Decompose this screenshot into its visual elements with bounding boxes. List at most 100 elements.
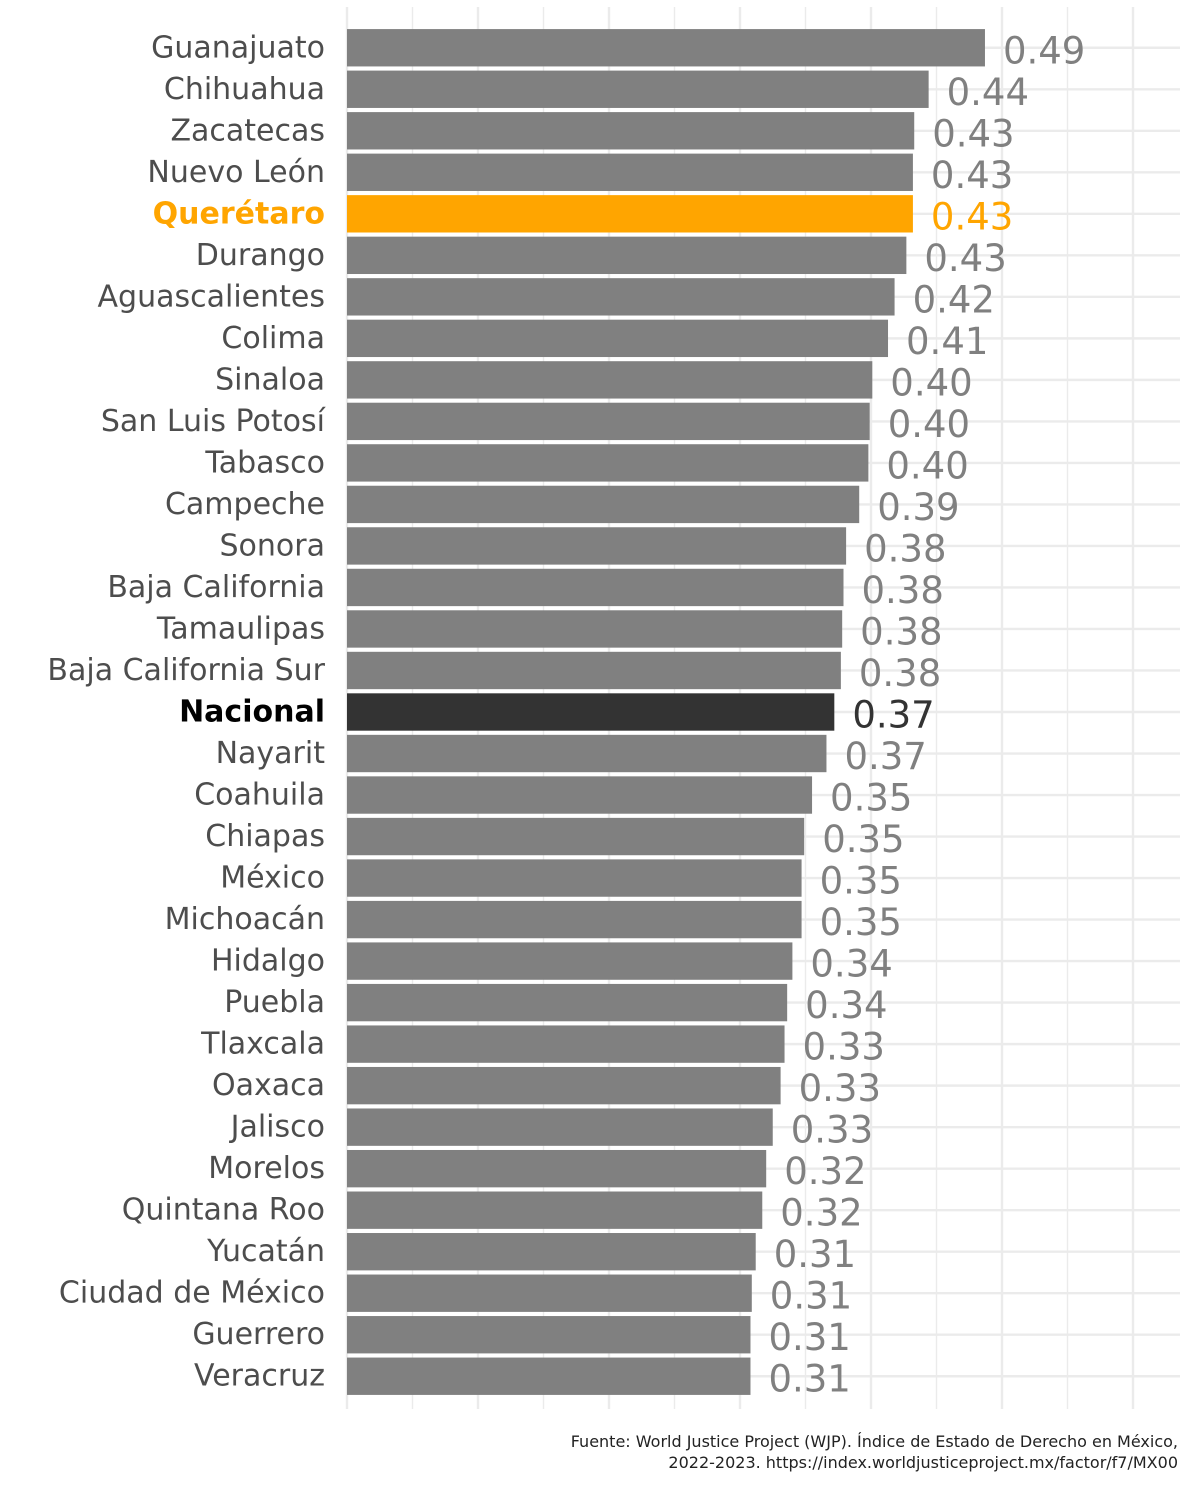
value-label: 0.43 xyxy=(932,112,1014,155)
category-label: San Luis Potosí xyxy=(101,404,327,439)
value-label: 0.32 xyxy=(780,1192,862,1235)
bar xyxy=(347,444,869,482)
value-label: 0.38 xyxy=(859,652,941,695)
category-label: Hidalgo xyxy=(211,944,325,979)
category-label: Veracruz xyxy=(194,1359,325,1394)
bar xyxy=(347,236,907,275)
value-label: 0.43 xyxy=(924,237,1006,280)
bar xyxy=(347,734,827,773)
category-label: Guerrero xyxy=(192,1317,325,1352)
bar xyxy=(347,1357,751,1395)
bar xyxy=(347,153,913,191)
value-label: 0.41 xyxy=(906,320,988,363)
bar xyxy=(347,568,844,607)
category-label: México xyxy=(220,861,325,896)
value-labels: 0.490.440.430.430.430.430.420.410.400.40… xyxy=(768,29,1085,1400)
value-label: 0.49 xyxy=(1003,29,1085,72)
value-label: 0.35 xyxy=(820,860,902,903)
bar xyxy=(347,693,835,731)
value-label: 0.38 xyxy=(864,527,946,570)
value-label: 0.40 xyxy=(886,444,968,487)
category-label: Tlaxcala xyxy=(200,1027,325,1062)
category-label: Campeche xyxy=(165,487,325,522)
category-label: Sonora xyxy=(220,528,325,563)
source-caption: Fuente: World Justice Project (WJP). Índ… xyxy=(570,1432,1178,1472)
category-label: Tamaulipas xyxy=(156,611,325,646)
bar xyxy=(347,1025,785,1063)
category-label: Yucatán xyxy=(206,1234,325,1269)
value-label: 0.35 xyxy=(820,901,902,944)
bar xyxy=(347,195,913,233)
bar xyxy=(347,29,985,67)
category-label: Puebla xyxy=(224,985,325,1020)
bar xyxy=(347,900,802,939)
value-label: 0.31 xyxy=(768,1358,850,1401)
bar xyxy=(347,1149,767,1188)
bar xyxy=(347,527,847,565)
bar xyxy=(347,112,915,150)
category-label: Coahuila xyxy=(194,778,325,813)
value-label: 0.44 xyxy=(947,71,1029,114)
value-label: 0.37 xyxy=(852,694,934,737)
category-label: Guanajuato xyxy=(151,30,325,65)
value-label: 0.43 xyxy=(931,195,1013,238)
value-label: 0.31 xyxy=(768,1316,850,1359)
category-label: Morelos xyxy=(208,1151,325,1186)
bar-chart: Guanajuato Chihuahua Zacatecas Nuevo León Qu… xyxy=(47,7,1180,1409)
category-label: Baja California Sur xyxy=(47,653,325,688)
bar xyxy=(347,983,788,1022)
value-label: 0.40 xyxy=(888,403,970,446)
bar xyxy=(347,1191,763,1229)
category-label: Baja California xyxy=(107,570,325,605)
category-label: Nayarit xyxy=(216,736,326,771)
value-label: 0.33 xyxy=(791,1109,873,1152)
bars xyxy=(347,29,985,1395)
category-label: Aguascalientes xyxy=(98,279,325,314)
value-label: 0.33 xyxy=(799,1067,881,1110)
bar xyxy=(347,278,895,316)
bar xyxy=(347,402,870,441)
value-label: 0.43 xyxy=(931,154,1013,197)
bar xyxy=(347,70,929,108)
category-label: Oaxaca xyxy=(212,1068,325,1103)
category-label: Tabasco xyxy=(204,445,325,480)
value-label: 0.34 xyxy=(805,984,887,1027)
value-label: 0.35 xyxy=(822,818,904,861)
bar xyxy=(347,942,793,980)
bar xyxy=(347,1066,781,1105)
bar xyxy=(347,1274,752,1312)
category-label: Zacatecas xyxy=(170,113,325,148)
bar xyxy=(347,1233,756,1271)
value-label: 0.42 xyxy=(913,278,995,321)
category-label: Sinaloa xyxy=(215,362,325,397)
bar xyxy=(347,859,802,897)
category-label: Nuevo León xyxy=(147,155,325,190)
bar xyxy=(347,361,873,399)
value-label: 0.38 xyxy=(861,569,943,612)
value-label: 0.33 xyxy=(803,1026,885,1069)
bar xyxy=(347,776,813,814)
bar xyxy=(347,1316,751,1354)
bar xyxy=(347,610,843,648)
category-label: Colima xyxy=(221,321,325,356)
category-label: Chihuahua xyxy=(164,72,325,107)
bar xyxy=(347,817,805,856)
category-label: Nacional xyxy=(179,695,325,730)
value-label: 0.31 xyxy=(774,1233,856,1276)
category-label: Durango xyxy=(196,238,325,273)
value-label: 0.38 xyxy=(860,610,942,653)
category-label: Querétaro xyxy=(153,196,325,231)
category-label: Michoacán xyxy=(165,902,325,937)
value-label: 0.32 xyxy=(784,1150,866,1193)
bar xyxy=(347,319,889,358)
value-label: 0.39 xyxy=(877,486,959,529)
value-label: 0.37 xyxy=(844,735,926,778)
category-label: Chiapas xyxy=(205,819,325,854)
category-labels: Guanajuato Chihuahua Zacatecas Nuevo León Qu… xyxy=(47,30,326,1393)
value-label: 0.31 xyxy=(770,1275,852,1318)
value-label: 0.40 xyxy=(890,361,972,404)
category-label: Jalisco xyxy=(229,1110,325,1145)
bar xyxy=(347,651,841,690)
category-label: Quintana Roo xyxy=(122,1193,325,1228)
value-label: 0.35 xyxy=(830,777,912,820)
